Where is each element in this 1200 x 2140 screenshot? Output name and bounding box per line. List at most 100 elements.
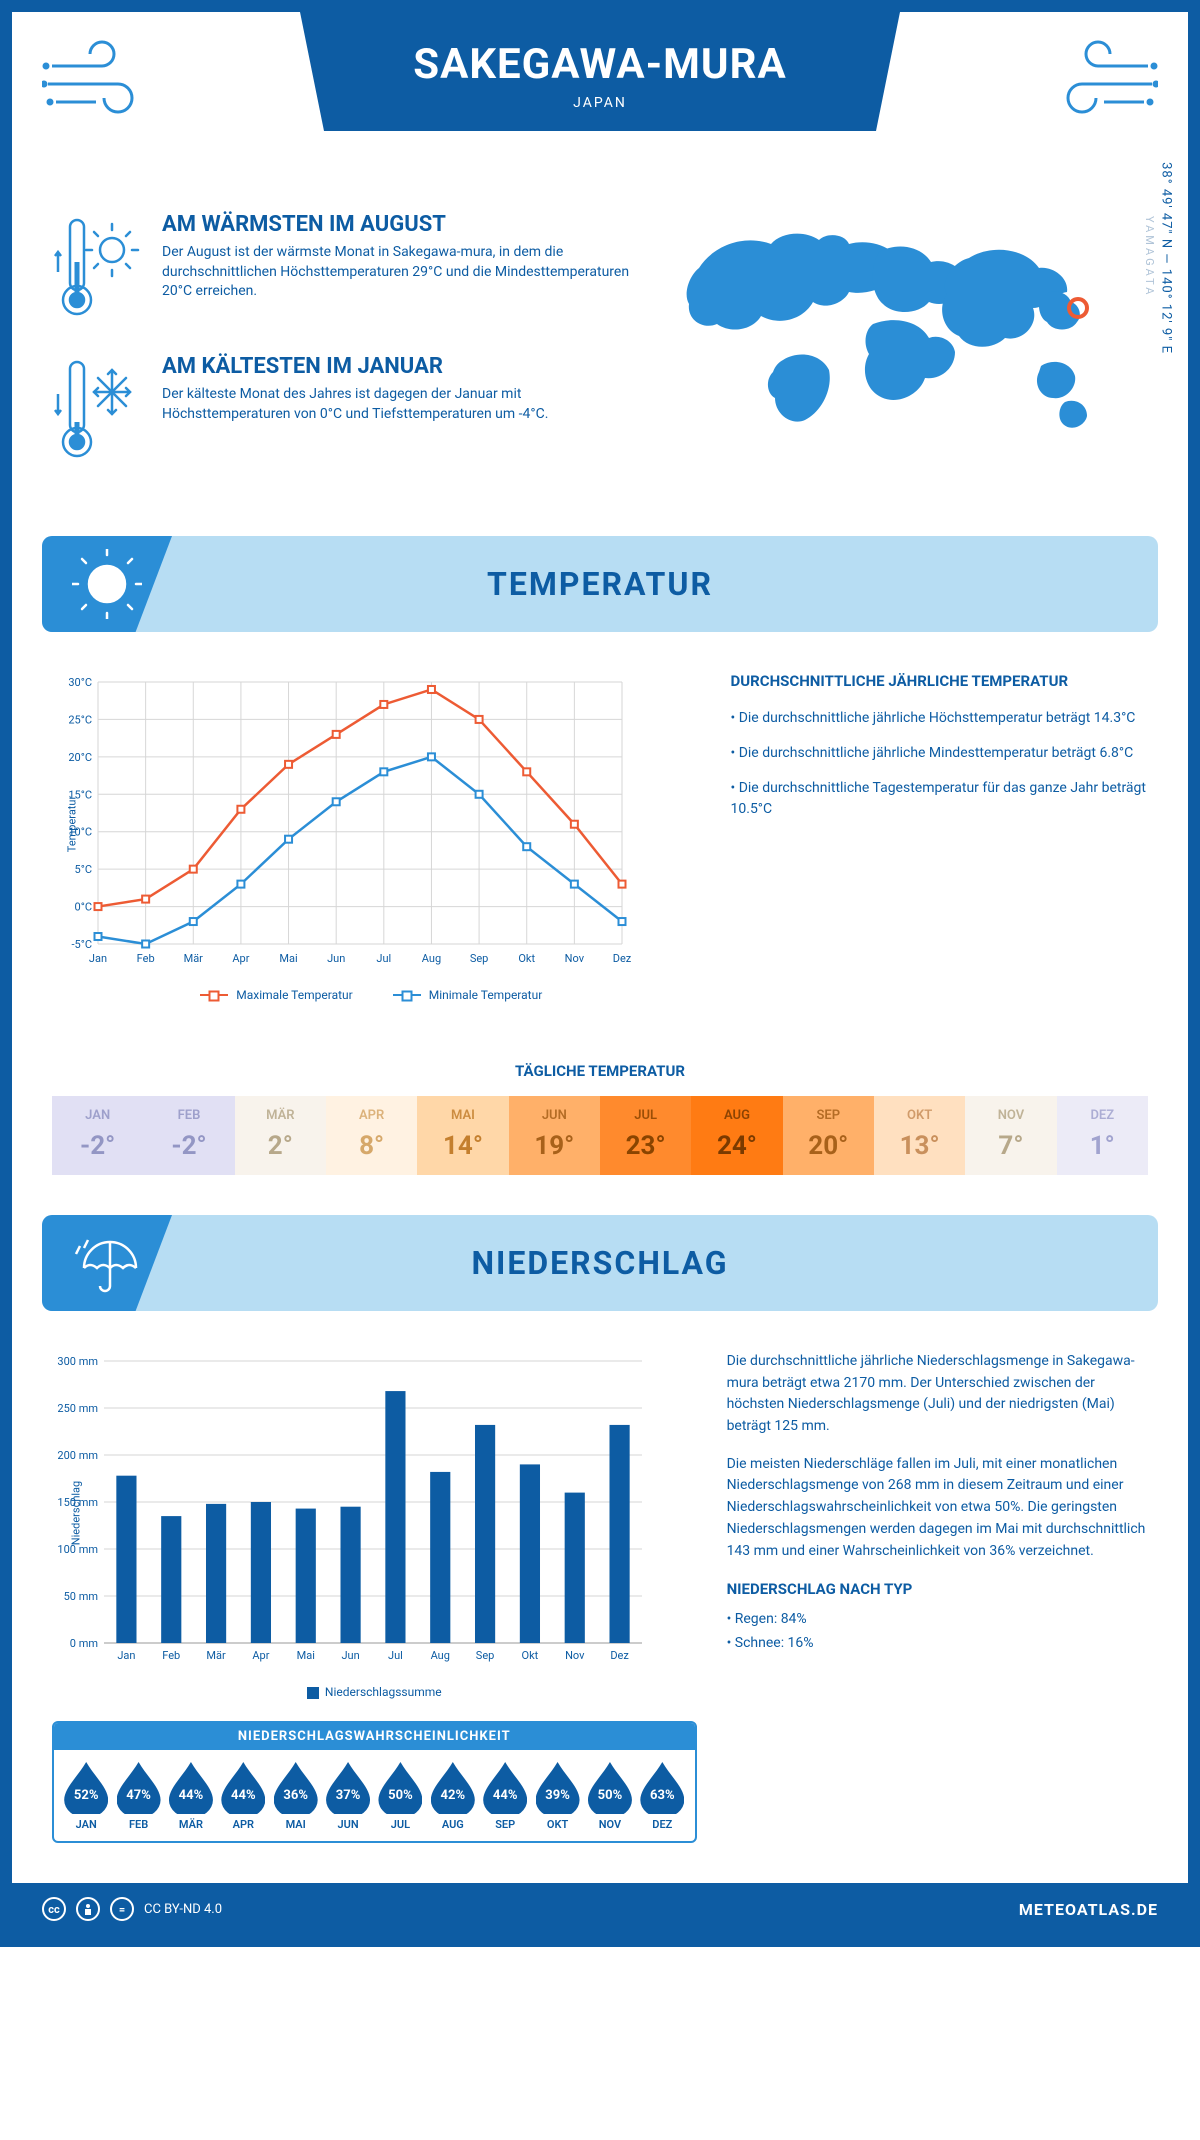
temp-cell: MÄR2° [235, 1096, 326, 1175]
probability-drop: 36%MAI [270, 1762, 322, 1831]
svg-text:Aug: Aug [431, 1649, 450, 1662]
temp-y-label: Temperatur [66, 796, 79, 852]
svg-text:30°C: 30°C [68, 676, 92, 689]
thermometer-cold-icon [52, 354, 142, 468]
precip-type-snow: • Schnee: 16% [727, 1633, 1148, 1655]
probability-drop: 44%MÄR [165, 1762, 217, 1831]
temp-cell: MAI14° [417, 1096, 508, 1175]
probability-drop: 39%OKT [531, 1762, 583, 1831]
precip-p2: Die meisten Niederschläge fallen im Juli… [727, 1454, 1148, 1562]
page-subtitle: JAPAN [320, 95, 880, 111]
precip-y-label: Niederschlag [70, 1481, 83, 1545]
svg-text:250 mm: 250 mm [57, 1402, 98, 1415]
fact-warm-text: Der August ist der wärmste Monat in Sake… [162, 243, 633, 302]
svg-text:Mär: Mär [206, 1649, 226, 1662]
temp-cell: OKT13° [874, 1096, 965, 1175]
probability-box: NIEDERSCHLAGSWAHRSCHEINLICHKEIT 52%JAN47… [52, 1721, 697, 1843]
probability-drop: 44%SEP [479, 1762, 531, 1831]
probability-drop: 42%AUG [427, 1762, 479, 1831]
fact-cold-text: Der kälteste Monat des Jahres ist dagege… [162, 385, 633, 424]
title-banner: SAKEGAWA-MURA JAPAN [300, 12, 900, 131]
svg-text:Apr: Apr [252, 1649, 269, 1662]
temp-cell: APR8° [326, 1096, 417, 1175]
svg-text:25°C: 25°C [68, 713, 92, 726]
header: SAKEGAWA-MURA JAPAN [12, 12, 1188, 192]
svg-text:50 mm: 50 mm [64, 1590, 98, 1603]
temp-cell: JAN-2° [52, 1096, 143, 1175]
temp-info: DURCHSCHNITTLICHE JÄHRLICHE TEMPERATUR •… [731, 672, 1148, 1002]
precip-text: Die durchschnittliche jährliche Niedersc… [727, 1351, 1148, 1843]
precip-p1: Die durchschnittliche jährliche Niedersc… [727, 1351, 1148, 1438]
svg-text:0°C: 0°C [75, 901, 92, 914]
section-title: NIEDERSCHLAG [471, 1244, 728, 1282]
world-map-icon [673, 212, 1148, 466]
umbrella-icon [42, 1215, 172, 1311]
prefecture-label: YAMAGATA [1143, 216, 1156, 297]
temp-cell: FEB-2° [143, 1096, 234, 1175]
temp-info-heading: DURCHSCHNITTLICHE JÄHRLICHE TEMPERATUR [731, 672, 1148, 690]
sun-icon [42, 536, 172, 632]
svg-text:Mai: Mai [279, 952, 297, 965]
svg-text:0 mm: 0 mm [70, 1637, 98, 1650]
precip-body: Niederschlag 0 mm50 mm100 mm150 mm200 mm… [12, 1341, 1188, 1863]
page: SAKEGAWA-MURA JAPAN [0, 0, 1200, 1947]
map-area: YAMAGATA 38° 49' 47" N — 140° 12' 9" E [673, 212, 1148, 496]
temp-bullet: • Die durchschnittliche Tagestemperatur … [731, 778, 1148, 820]
temp-bullet: • Die durchschnittliche jährliche Mindes… [731, 743, 1148, 764]
svg-text:Jan: Jan [117, 1649, 135, 1662]
temp-legend: Maximale Temperatur Minimale Temperatur [52, 988, 691, 1002]
svg-text:Nov: Nov [565, 952, 585, 965]
coordinates: 38° 49' 47" N — 140° 12' 9" E [1159, 162, 1174, 354]
svg-text:Sep: Sep [470, 952, 489, 965]
legend-min: Minimale Temperatur [429, 988, 543, 1002]
legend-max: Maximale Temperatur [236, 988, 352, 1002]
probability-drop: 52%JAN [60, 1762, 112, 1831]
svg-text:Feb: Feb [162, 1649, 180, 1662]
fact-cold: AM KÄLTESTEN IM JANUAR Der kälteste Mona… [52, 354, 633, 468]
footer-site: METEOATLAS.DE [1019, 1900, 1158, 1919]
temp-chart-column: Temperatur -5°C0°C5°C10°C15°C20°C25°C30°… [52, 672, 691, 1002]
svg-text:300 mm: 300 mm [57, 1355, 98, 1368]
svg-text:-5°C: -5°C [72, 938, 93, 951]
section-title: TEMPERATUR [487, 565, 713, 603]
probability-drop: 37%JUN [322, 1762, 374, 1831]
temp-cell: DEZ1° [1057, 1096, 1148, 1175]
page-title: SAKEGAWA-MURA [320, 40, 880, 89]
probability-drop: 47%FEB [112, 1762, 164, 1831]
svg-text:Dez: Dez [613, 952, 632, 965]
daily-temp-table: JAN-2°FEB-2°MÄR2°APR8°MAI14°JUN19°JUL23°… [52, 1096, 1148, 1175]
svg-text:Mai: Mai [297, 1649, 315, 1662]
facts-text: AM WÄRMSTEN IM AUGUST Der August ist der… [52, 212, 633, 496]
svg-text:Feb: Feb [137, 952, 155, 965]
temperature-body: Temperatur -5°C0°C5°C10°C15°C20°C25°C30°… [12, 662, 1188, 1032]
precip-type-rain: • Regen: 84% [727, 1609, 1148, 1631]
temperature-line-chart: -5°C0°C5°C10°C15°C20°C25°C30°CJanFebMärA… [52, 672, 632, 972]
daily-temp-heading: TÄGLICHE TEMPERATUR [12, 1062, 1188, 1080]
svg-text:Jun: Jun [327, 952, 345, 965]
svg-text:Nov: Nov [565, 1649, 585, 1662]
temp-cell: JUN19° [509, 1096, 600, 1175]
by-icon [76, 1897, 100, 1921]
svg-text:Aug: Aug [422, 952, 441, 965]
temp-cell: AUG24° [691, 1096, 782, 1175]
footer-license: cc = CC BY-ND 4.0 [42, 1897, 222, 1921]
svg-text:Apr: Apr [232, 952, 249, 965]
precip-legend: Niederschlagssumme [52, 1685, 697, 1699]
cc-icon: cc [42, 1897, 66, 1921]
fact-warm-title: AM WÄRMSTEN IM AUGUST [162, 212, 633, 237]
precip-type-heading: NIEDERSCHLAG NACH TYP [727, 1578, 1148, 1601]
probability-drop: 63%DEZ [636, 1762, 688, 1831]
precipitation-bar-chart: 0 mm50 mm100 mm150 mm200 mm250 mm300 mmJ… [52, 1351, 652, 1671]
probability-title: NIEDERSCHLAGSWAHRSCHEINLICHKEIT [54, 1723, 695, 1750]
section-precip-header: NIEDERSCHLAG [42, 1215, 1158, 1311]
probability-drop: 44%APR [217, 1762, 269, 1831]
svg-text:Okt: Okt [518, 952, 535, 965]
svg-text:Jul: Jul [376, 952, 391, 965]
temp-cell: SEP20° [783, 1096, 874, 1175]
svg-text:Jan: Jan [89, 952, 107, 965]
thermometer-hot-icon [52, 212, 142, 326]
probability-drop: 50%JUL [374, 1762, 426, 1831]
section-temperature-header: TEMPERATUR [42, 536, 1158, 632]
fact-cold-title: AM KÄLTESTEN IM JANUAR [162, 354, 633, 379]
temp-bullet: • Die durchschnittliche jährliche Höchst… [731, 708, 1148, 729]
